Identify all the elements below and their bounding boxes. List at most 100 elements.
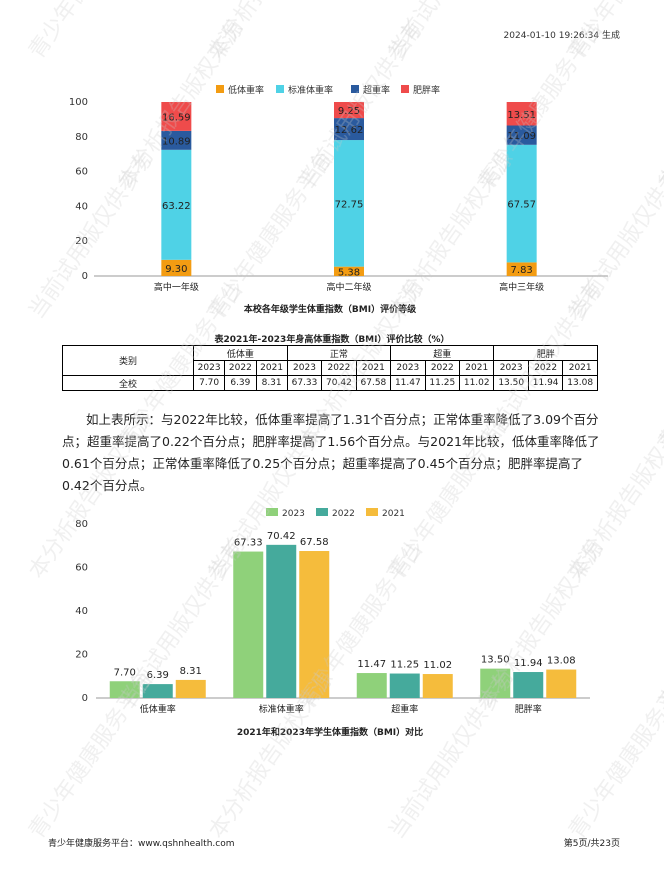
table-year: 2023	[493, 360, 529, 376]
y-tick-label: 80	[75, 519, 88, 530]
table-title: 表2021年-2023年身高体重指数（BMI）评价比较（%）	[214, 335, 450, 345]
table-cell: 7.70	[192, 375, 226, 391]
grade-bmi-stacked-chart: 低体重率 标准体重率 超重率 肥胖率 0 20 40 60 80 100 9.30 63.22 10.8…	[69, 84, 608, 315]
bar-value-label: 6.39	[147, 670, 169, 681]
generated-timestamp: 2024-01-10 19:26:34 生成	[503, 31, 620, 41]
y-tick-label: 40	[75, 606, 88, 617]
table-cell: 70.42	[321, 375, 357, 391]
legend-swatch	[316, 508, 328, 516]
table-year: 2022	[527, 360, 564, 376]
legend-label: 超重率	[363, 84, 390, 96]
table-year: 2022	[321, 360, 357, 376]
bar-value-label: 5.38	[338, 267, 360, 278]
bar-value-label: 10.89	[162, 136, 191, 147]
bar-value-label: 7.83	[511, 265, 533, 276]
x-tick-label: 高中二年级	[326, 281, 371, 293]
bar-value-label: 72.75	[335, 199, 364, 210]
legend-label: 标准体重率	[288, 84, 333, 96]
bar	[299, 551, 330, 698]
bar-value-label: 11.09	[507, 131, 536, 142]
table-cell: 11.25	[424, 375, 461, 391]
y-tick-label: 40	[75, 201, 88, 212]
footer-page-number: 第5页/共23页	[563, 839, 620, 849]
x-tick-label: 高中三年级	[499, 281, 544, 293]
bar	[266, 544, 297, 698]
table-cell: 8.31	[255, 375, 288, 391]
table-cell: 67.33	[286, 375, 323, 391]
table-cell: 11.02	[459, 375, 495, 391]
x-tick-label: 标准体重率	[259, 703, 304, 715]
bar	[356, 673, 387, 698]
bar	[233, 551, 264, 698]
table-year: 2022	[424, 360, 461, 376]
bar	[513, 672, 544, 698]
legend-label: 低体重率	[228, 84, 264, 96]
chart-title: 2021年和2023年学生体重指数（BMI）对比	[237, 726, 423, 738]
legend-swatch	[216, 85, 224, 93]
y-tick-label: 0	[82, 693, 88, 704]
stacked-bar-segment	[334, 118, 364, 141]
x-tick-label: 高中一年级	[154, 281, 199, 293]
watermark-text: 本分析报告版权来源	[654, 17, 664, 194]
legend-swatch	[351, 85, 359, 93]
y-tick-label: 60	[75, 167, 88, 178]
stacked-bar-segment	[506, 125, 537, 145]
legend-label: 2021	[382, 509, 405, 519]
watermark-text: 本分析报告版权来源	[204, 0, 338, 63]
table-cell: 13.50	[493, 375, 529, 391]
bar	[389, 673, 420, 698]
bar-value-label: 9.30	[165, 264, 187, 275]
bar	[142, 684, 173, 698]
legend-swatch	[366, 508, 378, 516]
year-comparison-chart: 2023 2022 2021 0 20 40 60 80 7.70 6.39 8.31 低体重率 67.…	[75, 508, 590, 738]
table-header-low: 低体重	[193, 345, 288, 361]
stacked-bar-segment	[506, 102, 537, 126]
stacked-bar-segment	[334, 102, 364, 119]
y-tick-label: 0	[82, 271, 88, 282]
stacked-bar-segment	[161, 102, 192, 131]
x-tick-label: 肥胖率	[515, 703, 542, 715]
chart-title: 本校各年级学生体重指数（BMI）评价等级	[244, 303, 417, 315]
table-year: 2023	[286, 360, 323, 376]
table-year: 2021	[459, 360, 495, 376]
analysis-paragraph: 如上表所示：与2022年比较，低体重率提高了1.31个百分点；正常体重率降低了3…	[62, 412, 600, 493]
bar-value-label: 63.22	[162, 201, 191, 212]
table-row-label: 全校	[62, 375, 194, 391]
bar-value-label: 13.50	[481, 655, 510, 666]
bar-value-label: 11.25	[390, 660, 419, 671]
y-tick-label: 60	[75, 563, 88, 574]
watermark-text: 当前试用版仅供参考	[654, 537, 664, 714]
stacked-bar-segment	[161, 149, 192, 260]
bar-value-label: 9.25	[338, 106, 360, 117]
y-tick-label: 100	[69, 97, 88, 108]
y-tick-label: 80	[75, 132, 88, 143]
y-tick-label: 20	[75, 650, 88, 661]
table-header-normal: 正常	[286, 345, 392, 361]
x-tick-label: 低体重率	[140, 703, 176, 715]
bar-value-label: 13.08	[547, 656, 576, 667]
bar-value-label: 67.33	[234, 538, 263, 549]
table-header-category: 类别	[62, 345, 194, 376]
stacked-bar-segment	[506, 144, 537, 263]
table-cell: 6.39	[224, 375, 257, 391]
bar-value-label: 67.58	[300, 537, 329, 548]
bar-value-label: 11.47	[357, 659, 386, 670]
bar	[175, 679, 206, 698]
legend-label: 2023	[282, 509, 305, 519]
table-header-obese: 肥胖	[493, 345, 598, 361]
bar	[480, 668, 511, 698]
table-cell: 11.47	[390, 375, 426, 391]
legend-label: 2022	[332, 509, 355, 519]
legend-swatch	[401, 85, 409, 93]
watermark-text: 青少年健康服务平台	[654, 277, 664, 454]
bar-value-label: 70.42	[267, 531, 296, 542]
bar-value-label: 8.31	[180, 666, 202, 677]
stacked-bar-segment	[161, 259, 192, 276]
legend-label: 肥胖率	[413, 84, 440, 96]
table-cell: 67.58	[355, 375, 392, 391]
legend-swatch	[276, 85, 284, 93]
stacked-bar-segment	[334, 140, 364, 267]
bar-value-label: 11.94	[514, 658, 543, 669]
comparison-table: 类别 低体重 正常 超重 肥胖 2023 2022 2021 2023 2022…	[62, 345, 598, 391]
table-header-over: 超重	[390, 345, 495, 361]
